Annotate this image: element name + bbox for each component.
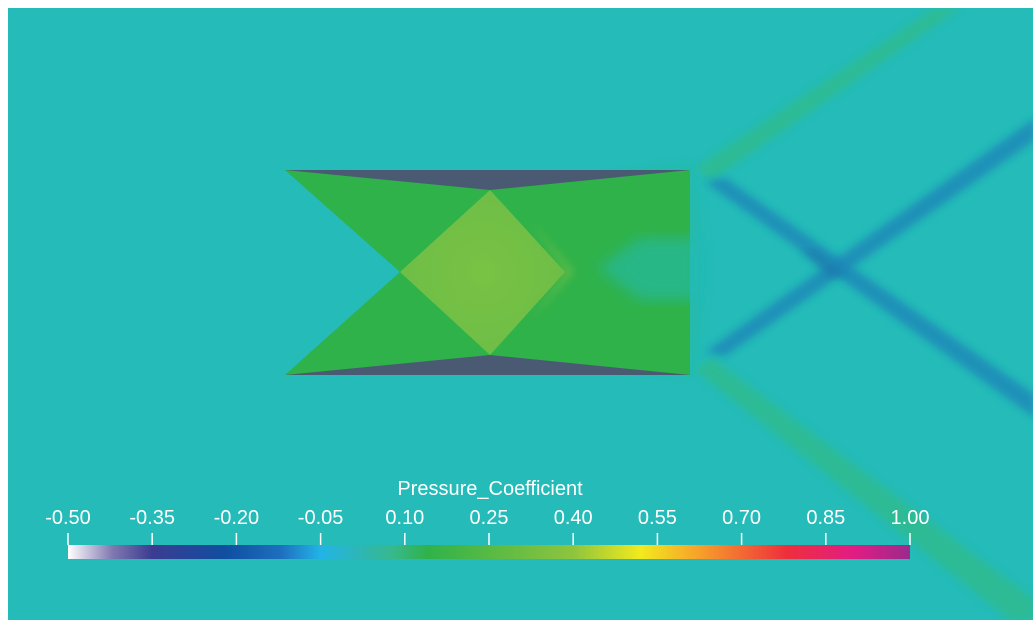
colorbar-title: Pressure_Coefficient — [397, 478, 583, 500]
colorbar-tick-label: 0.70 — [722, 507, 762, 529]
colorbar-tick-label: 0.55 — [637, 507, 677, 529]
colorbar-tick-labels: -0.50 -0.35 -0.20 -0.05 0.10 0.25 0.40 0.55 0.70… — [0, 507, 1035, 535]
expansion-band-2 — [705, 119, 1033, 356]
expansion-band-3 — [800, 250, 845, 278]
stagnation-diamond — [400, 190, 565, 355]
colorbar-tick-label: -0.35 — [129, 507, 175, 529]
colorbar-tick-label: -0.50 — [45, 507, 91, 529]
colorbar-tick-label: -0.05 — [297, 507, 344, 529]
shock-band-lower — [695, 358, 1033, 620]
colorbar-tick-label: 0.85 — [806, 507, 846, 529]
wake-notch — [598, 238, 700, 300]
shock-band-upper — [695, 8, 960, 180]
diamond-edge-glow — [530, 220, 575, 320]
colorbar-tick-label: 0.25 — [469, 507, 509, 529]
expansion-region-bottom — [285, 355, 690, 375]
colorbar-tick-label: -0.20 — [213, 507, 260, 529]
expansion-region-top — [285, 170, 690, 190]
colorbar-tick-label: 1.00 — [890, 507, 930, 529]
colorbar-tick-label: 0.10 — [385, 507, 425, 529]
colorbar-tick-marks — [67, 533, 911, 545]
expansion-band-1 — [705, 178, 1033, 417]
colorbar — [68, 545, 910, 559]
colorbar-tick-label: 0.40 — [553, 507, 593, 529]
